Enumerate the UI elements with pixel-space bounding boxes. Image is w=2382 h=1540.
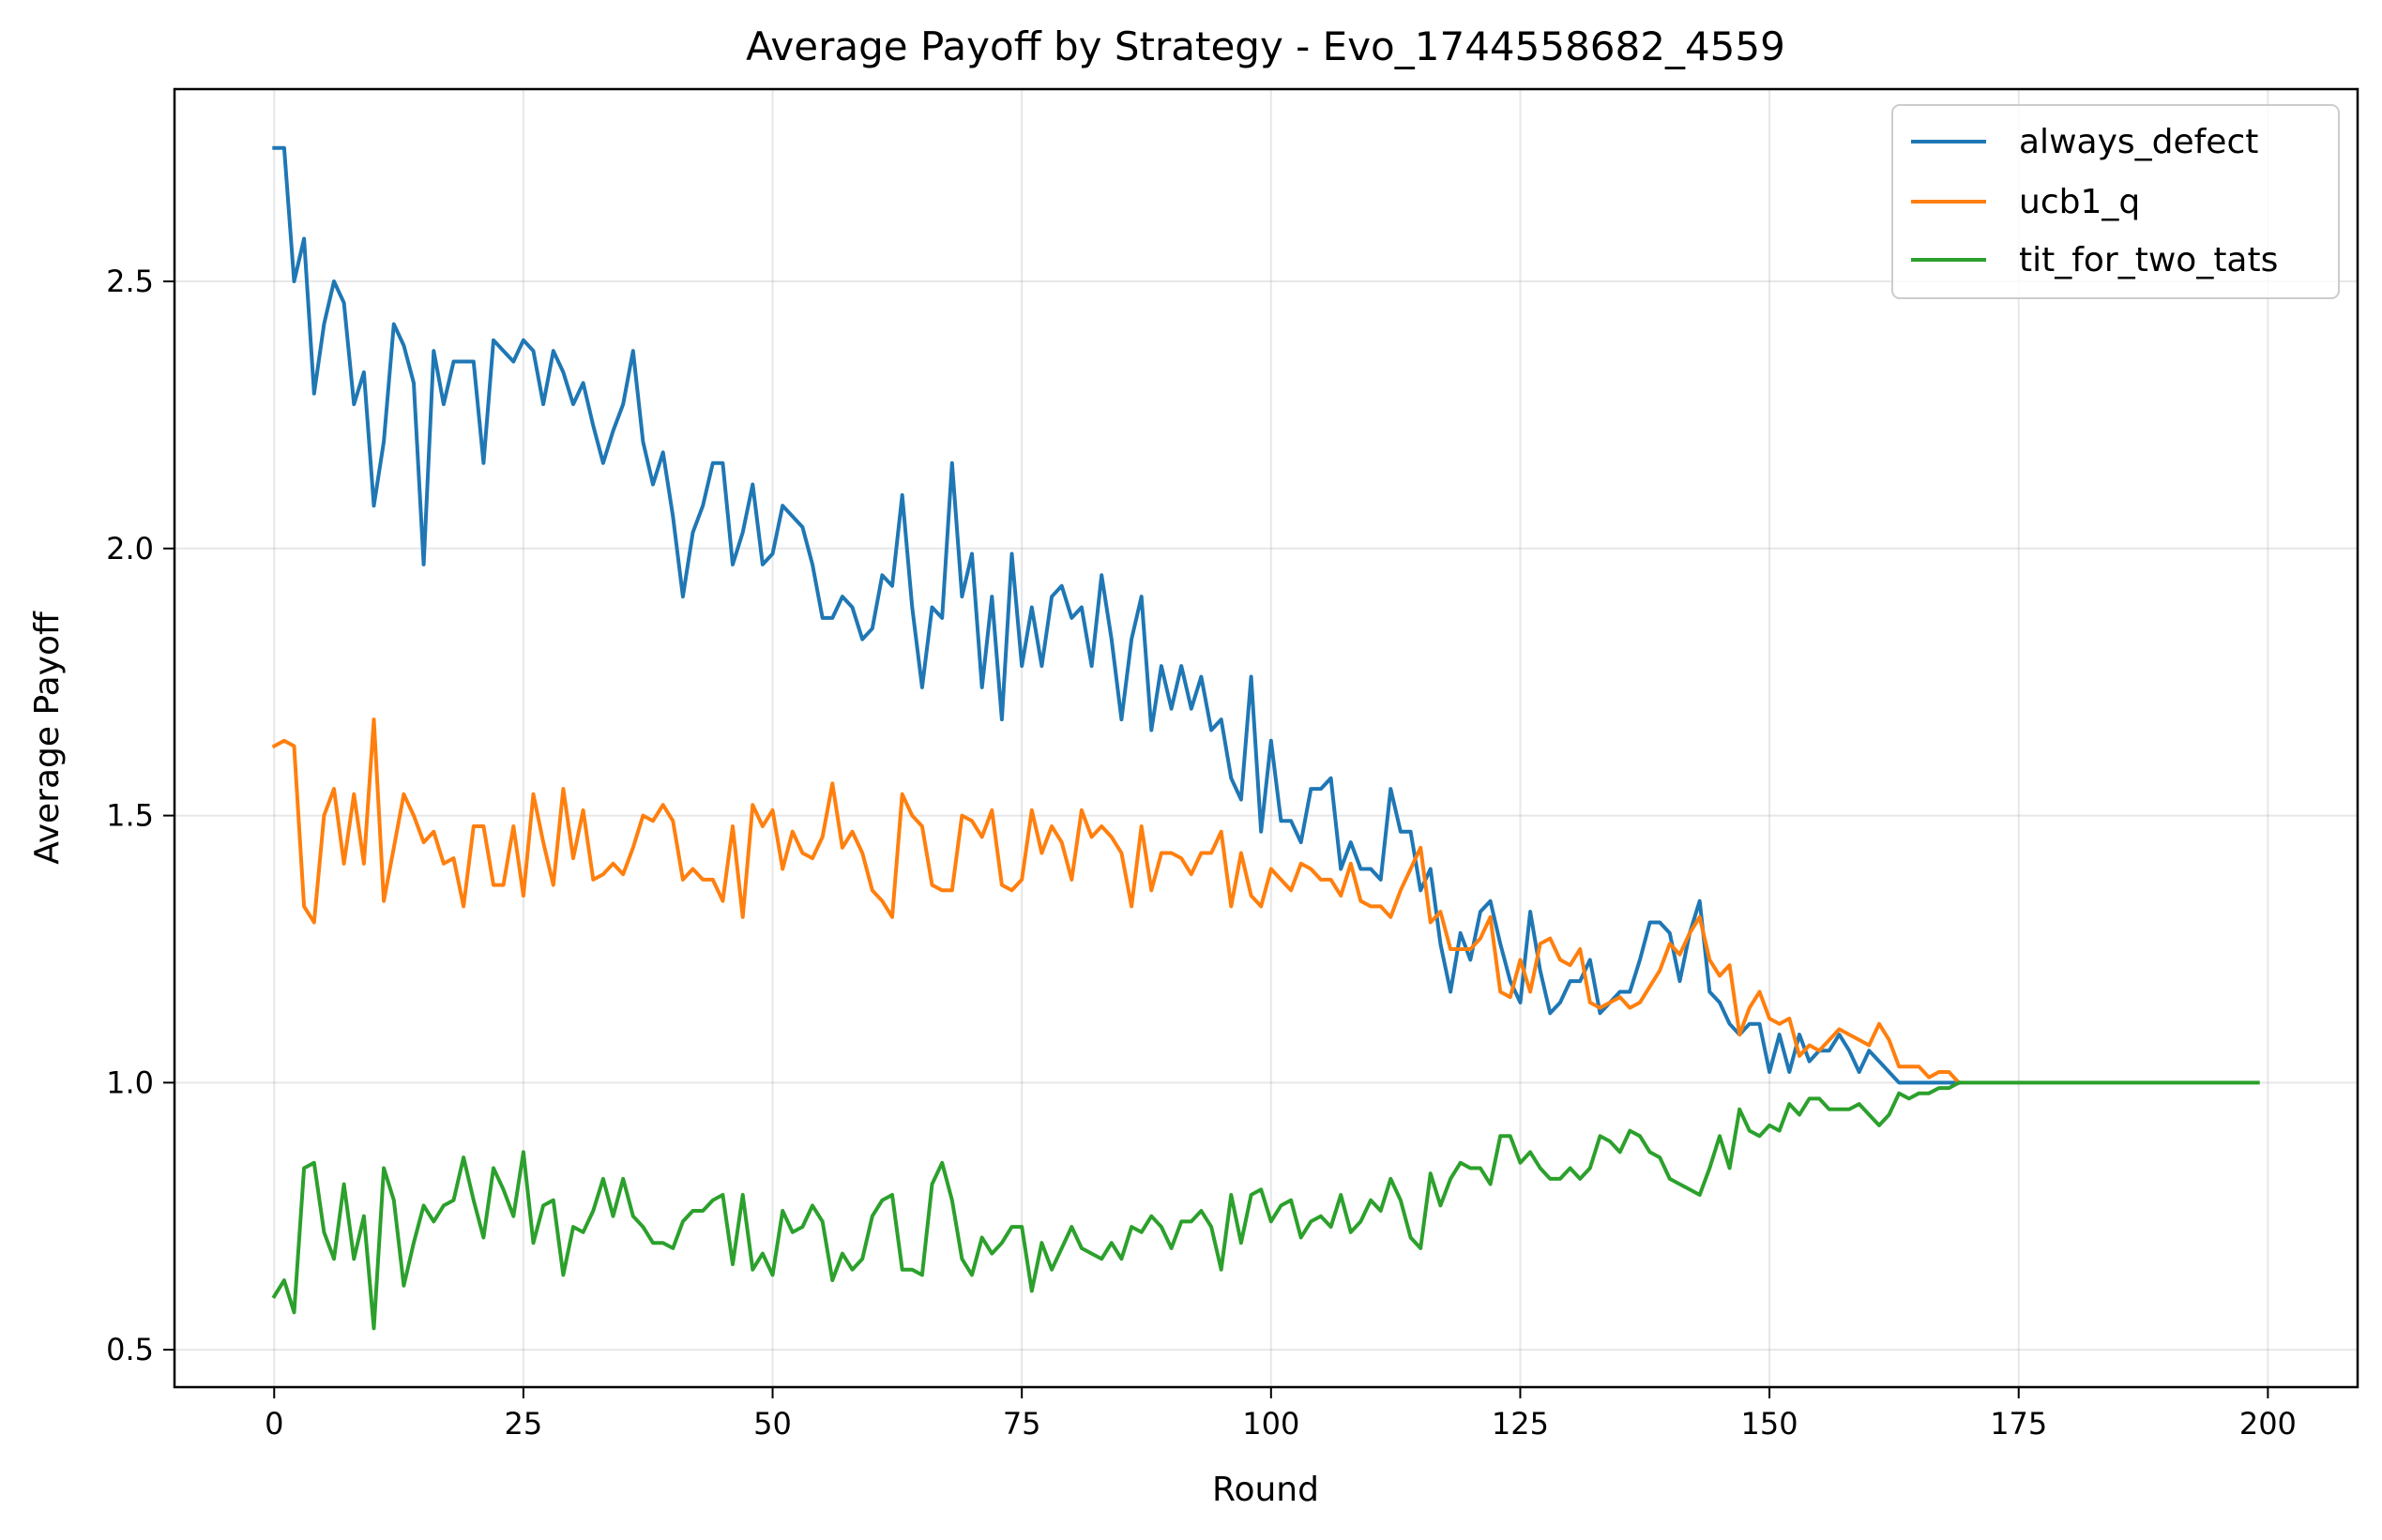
- plot-area-frame: [173, 87, 2359, 1389]
- y-tick-label: 2.5: [106, 264, 154, 299]
- legend-label-ucb1-q: ucb1_q: [2019, 183, 2140, 221]
- chart-title: Average Payoff by Strategy - Evo_1744558…: [746, 23, 1785, 69]
- series-line-always-defect: [272, 145, 1961, 1085]
- legend: always_defect ucb1_q tit_for_two_tats: [1891, 104, 2340, 299]
- y-tick-label: 2.0: [106, 531, 154, 566]
- y-tick-label: 0.5: [106, 1332, 154, 1367]
- x-tick-label: 25: [505, 1406, 543, 1442]
- series-line-tit-for-two-tats: [271, 1080, 2260, 1331]
- legend-label-tit-for-two-tats: tit_for_two_tats: [2019, 241, 2278, 279]
- x-tick-label: 75: [1003, 1406, 1041, 1442]
- y-axis-ticks: 0.5 1.0 1.5 2.0 2.5: [106, 264, 174, 1367]
- x-tick-label: 175: [1990, 1406, 2047, 1442]
- x-tick-label: 0: [265, 1406, 283, 1442]
- y-axis-title: Average Payoff: [28, 611, 67, 865]
- x-axis-ticks: 0 25 50 75 100 125 150 175 200: [265, 1387, 2297, 1442]
- x-tick-label: 125: [1492, 1406, 1549, 1442]
- x-tick-label: 200: [2239, 1406, 2297, 1442]
- legend-label-always-defect: always_defect: [2019, 123, 2258, 161]
- x-axis-title: Round: [1212, 1471, 1319, 1509]
- y-tick-label: 1.0: [106, 1064, 154, 1100]
- x-tick-label: 100: [1242, 1406, 1299, 1442]
- legend-box: [1891, 104, 2340, 299]
- x-tick-label: 50: [753, 1406, 792, 1442]
- series-lines: [271, 145, 2260, 1331]
- y-tick-label: 1.5: [106, 798, 154, 834]
- x-tick-label: 150: [1741, 1406, 1798, 1442]
- series-line-ucb1-q: [271, 717, 1962, 1086]
